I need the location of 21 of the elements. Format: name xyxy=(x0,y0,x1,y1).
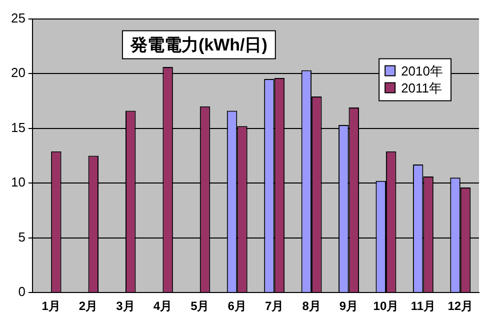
x-tick-label: 6月 xyxy=(228,299,246,314)
text: 発電電力(kWh/日) xyxy=(129,35,268,54)
y-tick-label: 25 xyxy=(10,10,26,26)
y-tick-label: 20 xyxy=(10,65,26,80)
legend-label: 2010年 xyxy=(401,63,443,78)
x-tick-label: 12月 xyxy=(448,299,474,314)
x-tick-label: 5月 xyxy=(190,299,210,314)
y-tick-label: 0 xyxy=(18,284,26,300)
x-tick-label: 1月 xyxy=(42,299,60,314)
legend-label: 2011年 xyxy=(401,80,442,96)
x-tick-label: 9月 xyxy=(339,299,358,314)
x-tick-label: 4月 xyxy=(153,299,172,314)
x-tick-label: 7月 xyxy=(264,299,284,314)
x-tick-label: 8月 xyxy=(302,299,321,314)
y-tick-label: 15 xyxy=(10,120,26,135)
x-tick-label: 2月 xyxy=(78,299,98,314)
x-tick-label: 10月 xyxy=(373,299,399,314)
y-tick-label: 5 xyxy=(18,229,26,244)
x-tick-label: 11月 xyxy=(410,299,436,314)
y-tick-label: 10 xyxy=(10,174,26,190)
x-tick-label: 3月 xyxy=(116,299,135,314)
